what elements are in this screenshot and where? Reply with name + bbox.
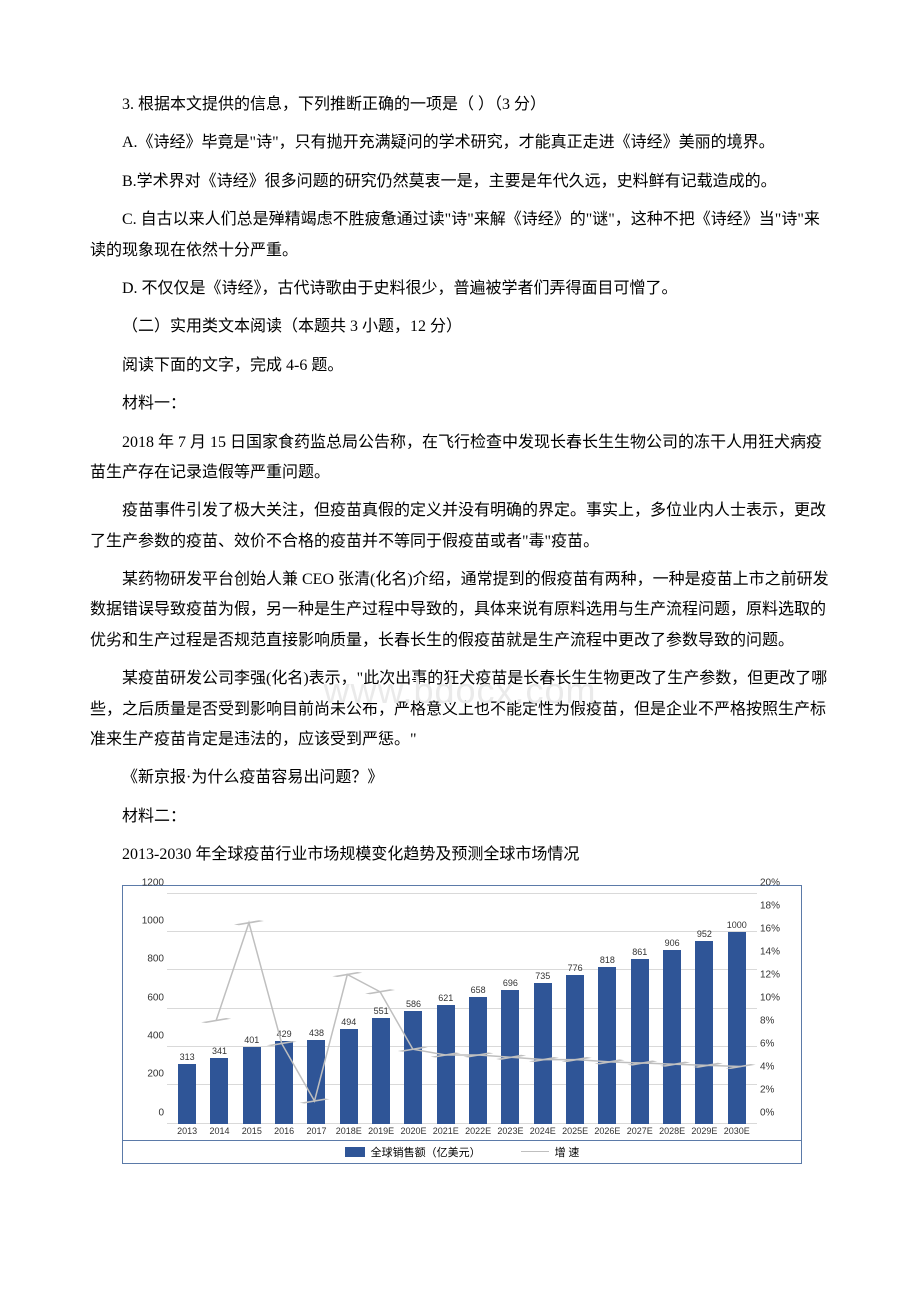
vaccine-market-chart: 020040060080010001200 0%2%4%6%8%10%12%14… xyxy=(122,885,802,1164)
x-label: 2020E xyxy=(397,1126,429,1136)
legend-line-swatch xyxy=(521,1151,549,1152)
legend-bar-label: 全球销售额（亿美元） xyxy=(371,1144,481,1160)
material-1-source: 《新京报·为什么疫苗容易出问题？》 xyxy=(90,763,830,793)
x-label: 2015 xyxy=(236,1126,268,1136)
legend-bar: 全球销售额（亿美元） xyxy=(345,1144,481,1160)
question-3: 3. 根据本文提供的信息，下列推断正确的一项是（ ）（3 分） xyxy=(90,90,830,120)
y-right-tick: 18% xyxy=(757,900,791,911)
y-right-tick: 8% xyxy=(757,1015,791,1026)
y-left-tick: 1200 xyxy=(133,877,167,888)
y-left-tick: 600 xyxy=(133,992,167,1003)
x-axis-labels: 201320142015201620172018E2019E2020E2021E… xyxy=(167,1124,757,1136)
x-label: 2026E xyxy=(591,1126,623,1136)
x-label: 2029E xyxy=(688,1126,720,1136)
x-label: 2019E xyxy=(365,1126,397,1136)
y-left-tick: 400 xyxy=(133,1030,167,1041)
material-1-p1: 2018 年 7 月 15 日国家食药监总局公告称，在飞行检查中发现长春长生生物… xyxy=(90,428,830,489)
x-label: 2014 xyxy=(203,1126,235,1136)
x-label: 2022E xyxy=(462,1126,494,1136)
y-right-tick: 16% xyxy=(757,923,791,934)
material-1-label: 材料一： xyxy=(90,389,830,419)
x-label: 2024E xyxy=(527,1126,559,1136)
option-d: D. 不仅仅是《诗经》，古代诗歌由于史料很少，普遍被学者们弄得面目可憎了。 xyxy=(90,274,830,304)
option-a: A.《诗经》毕竟是"诗"，只有抛开充满疑问的学术研究，才能真正走进《诗经》美丽的… xyxy=(90,128,830,158)
x-label: 2016 xyxy=(268,1126,300,1136)
x-label: 2013 xyxy=(171,1126,203,1136)
chart-legend: 全球销售额（亿美元） 增 速 xyxy=(122,1141,802,1164)
y-left-tick: 200 xyxy=(133,1069,167,1080)
section-2-heading: （二）实用类文本阅读（本题共 3 小题，12 分） xyxy=(90,312,830,342)
x-label: 2027E xyxy=(624,1126,656,1136)
chart-title: 2013-2030 年全球疫苗行业市场规模变化趋势及预测全球市场情况 xyxy=(90,840,830,870)
y-axis-right: 0%2%4%6%8%10%12%14%16%18%20% xyxy=(757,894,791,1124)
x-label: 2017 xyxy=(300,1126,332,1136)
option-b: B.学术界对《诗经》很多问题的研究仍然莫衷一是，主要是年代久远，史料鲜有记载造成… xyxy=(90,167,830,197)
y-left-tick: 1000 xyxy=(133,915,167,926)
material-1-p3: 某药物研发平台创始人兼 CEO 张清(化名)介绍，通常提到的假疫苗有两种，一种是… xyxy=(90,565,830,656)
option-c: C. 自古以来人们总是殚精竭虑不胜疲惫通过读"诗"来解《诗经》的"谜"，这种不把… xyxy=(90,205,830,266)
legend-line-label: 增 速 xyxy=(555,1144,580,1160)
x-label: 2018E xyxy=(333,1126,365,1136)
y-right-tick: 6% xyxy=(757,1038,791,1049)
y-right-tick: 2% xyxy=(757,1084,791,1095)
y-right-tick: 20% xyxy=(757,877,791,888)
x-label: 2028E xyxy=(656,1126,688,1136)
chart-box: 020040060080010001200 0%2%4%6%8%10%12%14… xyxy=(122,885,802,1141)
y-right-tick: 10% xyxy=(757,992,791,1003)
material-1-p2: 疫苗事件引发了极大关注，但疫苗真假的定义并没有明确的界定。事实上，多位业内人士表… xyxy=(90,496,830,557)
instruction: 阅读下面的文字，完成 4-6 题。 xyxy=(90,351,830,381)
y-right-tick: 4% xyxy=(757,1061,791,1072)
plot-area: 020040060080010001200 0%2%4%6%8%10%12%14… xyxy=(167,894,757,1124)
x-label: 2030E xyxy=(721,1126,753,1136)
y-right-tick: 14% xyxy=(757,946,791,957)
y-right-tick: 0% xyxy=(757,1107,791,1118)
legend-line: 增 速 xyxy=(521,1144,580,1160)
material-2-label: 材料二： xyxy=(90,802,830,832)
x-label: 2021E xyxy=(430,1126,462,1136)
y-left-tick: 0 xyxy=(133,1107,167,1118)
y-axis-left: 020040060080010001200 xyxy=(133,894,167,1124)
y-left-tick: 800 xyxy=(133,954,167,965)
x-label: 2023E xyxy=(494,1126,526,1136)
y-right-tick: 12% xyxy=(757,969,791,980)
growth-line xyxy=(167,894,757,1124)
legend-bar-swatch xyxy=(345,1147,365,1157)
material-1-p4: 某疫苗研发公司李强(化名)表示，"此次出事的狂犬疫苗是长春长生生物更改了生产参数… xyxy=(90,664,830,755)
x-label: 2025E xyxy=(559,1126,591,1136)
